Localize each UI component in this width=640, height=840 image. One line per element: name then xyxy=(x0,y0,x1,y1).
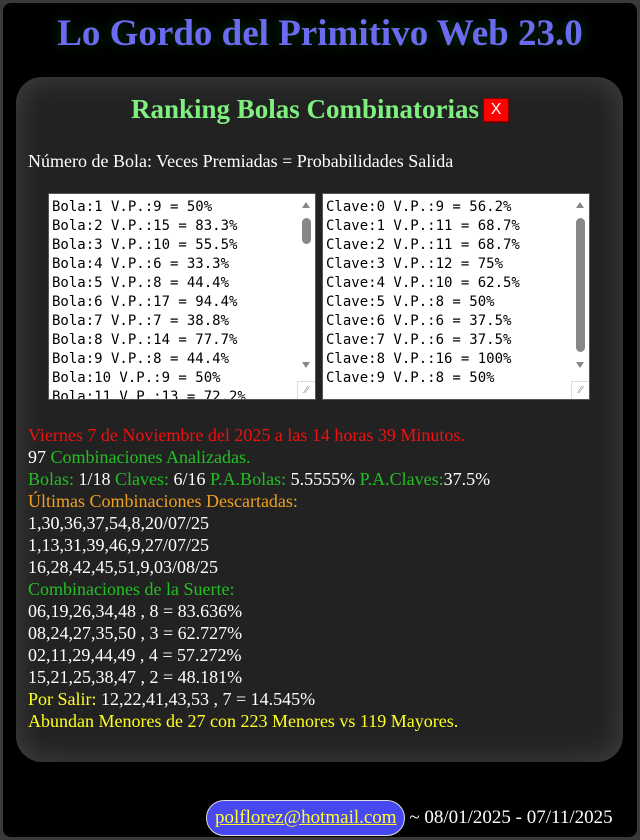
pa-bolas-label: P.A.Bolas: xyxy=(205,469,291,489)
list-line: Bola:10 V.P.:9 = 50% xyxy=(52,370,221,386)
bolas-label: Bolas: xyxy=(28,469,79,489)
suerte-item: 08,24,27,35,50 , 3 = 62.727% xyxy=(28,623,243,643)
analyzed-line: 97 Combinaciones Analizadas. xyxy=(28,446,490,468)
por-salir-line: Por Salir: 12,22,41,43,53 , 7 = 14.545% xyxy=(28,688,490,710)
analyzed-label: Combinaciones Analizadas. xyxy=(46,447,251,467)
list-line: Clave:6 V.P.:6 = 37.5% xyxy=(326,313,512,329)
date-range: ~ 08/01/2025 - 07/11/2025 xyxy=(404,807,613,828)
scroll-up-icon[interactable] xyxy=(576,202,584,208)
descartada-item: 1,30,36,37,54,8,20/07/25 xyxy=(28,513,210,533)
suerte-item: 15,21,25,38,47 , 2 = 48.181% xyxy=(28,667,243,687)
pa-claves-label: P.A.Claves: xyxy=(355,469,444,489)
suerte-label: Combinaciones de la Suerte: xyxy=(28,579,235,599)
por-salir-label: Por Salir: xyxy=(28,689,97,709)
list-line: Bola:11 V.P.:13 = 72.2% xyxy=(52,389,246,400)
bolas-value: 1/18 xyxy=(78,469,111,489)
info-section: Viernes 7 de Noviembre del 2025 a las 14… xyxy=(28,424,490,732)
analyzed-count: 97 xyxy=(28,447,46,467)
descartadas-label: Últimas Combinaciones Descartadas: xyxy=(28,491,298,511)
panel-title: Ranking Bolas Combinatorias xyxy=(130,94,480,125)
list-line: Clave:5 V.P.:8 = 50% xyxy=(326,294,495,310)
list-line: Bola:2 V.P.:15 = 83.3% xyxy=(52,218,238,234)
footer: polflorez@hotmail.com ~ 08/01/2025 - 07/… xyxy=(206,800,613,836)
panel-subtitle: Número de Bola: Veces Premiadas = Probab… xyxy=(28,151,454,171)
scroll-down-icon[interactable] xyxy=(302,362,310,368)
list-line: Bola:4 V.P.:6 = 33.3% xyxy=(52,256,230,272)
scroll-up-icon[interactable] xyxy=(302,202,310,208)
list-line: Clave:9 V.P.:8 = 50% xyxy=(326,370,495,386)
ranking-panel xyxy=(16,77,623,762)
pa-claves-value: 37.5% xyxy=(443,469,491,489)
descartada-item: 1,13,31,39,46,9,27/07/25 xyxy=(28,535,210,555)
stats-line: Bolas: 1/18 Claves: 6/16 P.A.Bolas: 5.55… xyxy=(28,468,490,490)
list-line: Clave:0 V.P.:9 = 56.2% xyxy=(326,199,512,215)
suerte-item: 02,11,29,44,49 , 4 = 57.272% xyxy=(28,645,242,665)
bolas-textarea[interactable]: Bola:1 V.P.:9 = 50% Bola:2 V.P.:15 = 83.3… xyxy=(48,193,316,400)
suerte-item: 06,19,26,34,48 , 8 = 83.636% xyxy=(28,601,243,621)
list-line: Bola:3 V.P.:10 = 55.5% xyxy=(52,237,238,253)
list-line: Clave:8 V.P.:16 = 100% xyxy=(326,351,512,367)
pa-bolas-value: 5.5555% xyxy=(290,469,356,489)
list-line: Bola:1 V.P.:9 = 50% xyxy=(52,199,213,215)
list-line: Bola:5 V.P.:8 = 44.4% xyxy=(52,275,230,291)
claves-textarea[interactable]: Clave:0 V.P.:9 = 56.2% Clave:1 V.P.:11 = … xyxy=(322,193,590,400)
list-line: Clave:4 V.P.:10 = 62.5% xyxy=(326,275,520,291)
list-line: Clave:3 V.P.:12 = 75% xyxy=(326,256,504,272)
claves-list: Clave:0 V.P.:9 = 56.2% Clave:1 V.P.:11 = … xyxy=(326,198,520,388)
scroll-down-icon[interactable] xyxy=(576,362,584,368)
list-line: Clave:7 V.P.:6 = 37.5% xyxy=(326,332,512,348)
descartada-item: 16,28,42,45,51,9,03/08/25 xyxy=(28,557,219,577)
list-line: Bola:7 V.P.:7 = 38.8% xyxy=(52,313,230,329)
scroll-thumb[interactable] xyxy=(302,218,311,244)
panel-heading: Ranking Bolas Combinatorias X xyxy=(0,92,640,125)
scrollbar[interactable] xyxy=(572,194,589,382)
list-line: Bola:8 V.P.:14 = 77.7% xyxy=(52,332,238,348)
list-line: Clave:1 V.P.:11 = 68.7% xyxy=(326,218,520,234)
bolas-list: Bola:1 V.P.:9 = 50% Bola:2 V.P.:15 = 83.3… xyxy=(52,198,246,400)
email-link[interactable]: polflorez@hotmail.com xyxy=(206,800,405,836)
resize-grip-icon[interactable]: ⁄⁄ xyxy=(571,381,589,399)
claves-value: 6/16 xyxy=(173,469,206,489)
claves-label: Claves: xyxy=(110,469,174,489)
app-title: Lo Gordo del Primitivo Web 23.0 xyxy=(57,13,583,54)
resize-grip-icon[interactable]: ⁄⁄ xyxy=(297,381,315,399)
abundan-line: Abundan Menores de 27 con 223 Menores vs… xyxy=(28,711,459,731)
date-line: Viernes 7 de Noviembre del 2025 a las 14… xyxy=(28,425,465,445)
por-salir-value: 12,22,41,43,53 , 7 = 14.545% xyxy=(96,689,316,709)
scroll-thumb[interactable] xyxy=(576,218,585,352)
scrollbar[interactable] xyxy=(298,194,315,382)
list-line: Clave:2 V.P.:11 = 68.7% xyxy=(326,237,520,253)
close-button[interactable]: X xyxy=(483,97,510,122)
list-line: Bola:9 V.P.:8 = 44.4% xyxy=(52,351,230,367)
list-line: Bola:6 V.P.:17 = 94.4% xyxy=(52,294,238,310)
